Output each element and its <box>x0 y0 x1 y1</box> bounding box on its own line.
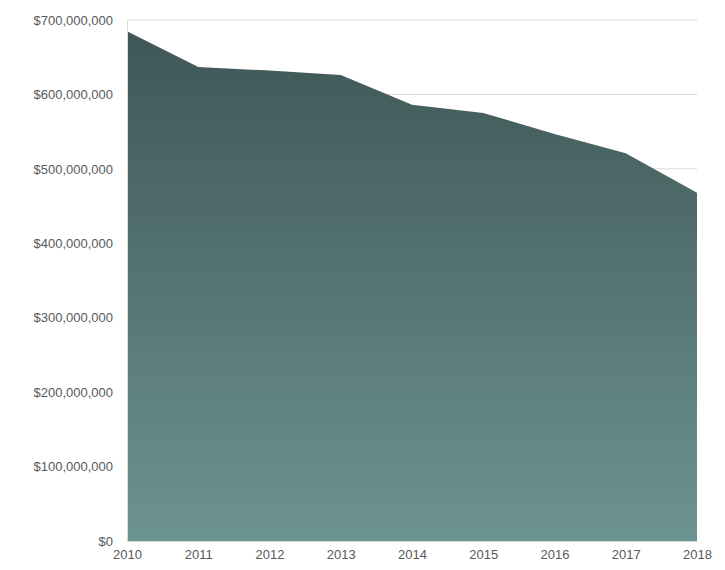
y-tick-label: $100,000,000 <box>33 459 113 474</box>
x-tick: 2010 <box>113 541 142 562</box>
x-tick-label: 2014 <box>398 547 427 562</box>
x-tick: 2015 <box>469 541 498 562</box>
x-tick: 2014 <box>398 541 427 562</box>
chart: $0 $100,000,000 $200,000,000 $300,000,000 $4… <box>0 0 725 570</box>
plot: $0 $100,000,000 $200,000,000 $300,000,000 $4… <box>33 13 711 563</box>
y-tick-label: $200,000,000 <box>33 385 113 400</box>
y-tick: $400,000,000 <box>33 236 127 251</box>
x-tick-label: 2012 <box>256 547 285 562</box>
x-tick: 2017 <box>612 541 641 562</box>
x-tick-label: 2018 <box>683 547 712 562</box>
x-tick-label: 2010 <box>113 547 142 562</box>
y-tick-label: $400,000,000 <box>33 236 113 251</box>
x-tick-label: 2013 <box>327 547 356 562</box>
x-tick: 2012 <box>256 541 285 562</box>
y-tick: $100,000,000 <box>33 459 127 474</box>
y-axis-line <box>127 21 128 542</box>
y-tick-label: $600,000,000 <box>33 87 113 102</box>
x-tick: 2016 <box>541 541 570 562</box>
marks <box>127 31 697 541</box>
y-tick: $200,000,000 <box>33 385 127 400</box>
y-tick-label: $700,000,000 <box>33 13 113 28</box>
x-tick: 2018 <box>683 541 712 562</box>
x-axis-line <box>128 541 698 542</box>
x-tick: 2013 <box>327 541 356 562</box>
y-tick: $500,000,000 <box>33 162 127 177</box>
grid <box>127 20 697 541</box>
grid-line <box>127 20 697 21</box>
area <box>127 31 697 541</box>
y-tick: $600,000,000 <box>33 87 127 102</box>
x-tick-label: 2015 <box>469 547 498 562</box>
x-tick: 2011 <box>185 541 213 562</box>
y-tick-label: $300,000,000 <box>33 310 113 325</box>
x-tick-label: 2016 <box>541 547 570 562</box>
x-tick-label: 2017 <box>612 547 641 562</box>
y-tick: $700,000,000 <box>33 13 127 28</box>
y-tick: $300,000,000 <box>33 310 127 325</box>
y-tick-label: $500,000,000 <box>33 162 113 177</box>
x-axis: 2010 2011 2012 2013 2014 2015 2016 2017 2018 <box>113 541 712 562</box>
y-tick-label: $0 <box>99 534 113 549</box>
y-axis: $0 $100,000,000 $200,000,000 $300,000,000 $4… <box>33 13 127 549</box>
x-tick-label: 2011 <box>185 547 213 562</box>
